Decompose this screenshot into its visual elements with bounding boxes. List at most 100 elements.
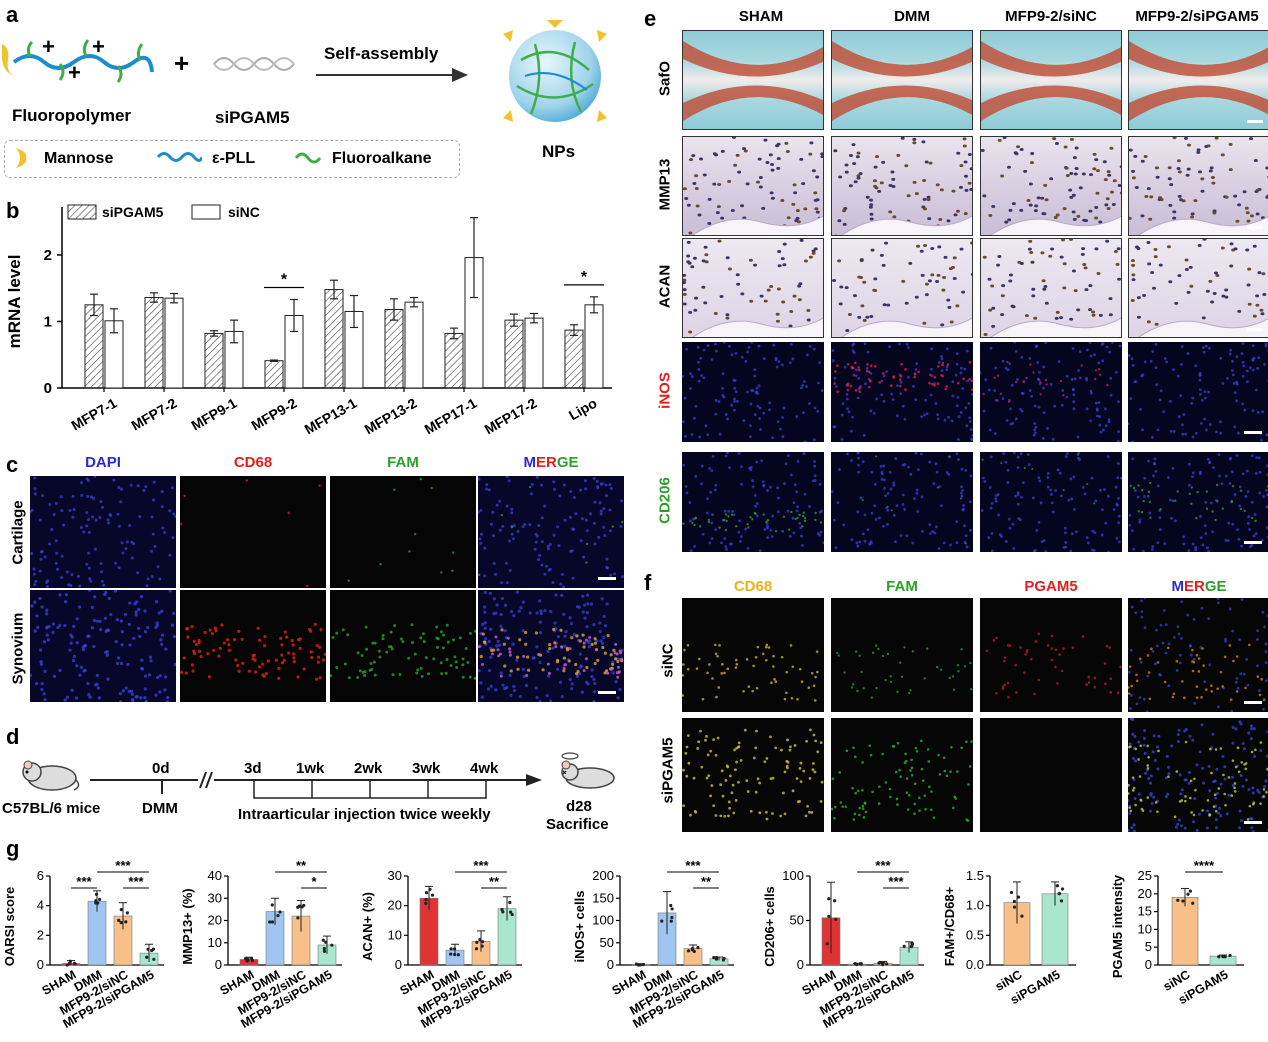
y-tick-label: 1.0	[966, 898, 984, 913]
data-point	[501, 910, 505, 914]
data-point	[509, 910, 513, 914]
nanoparticle-icon	[503, 20, 607, 122]
mannose-icon	[16, 148, 27, 168]
data-point	[449, 947, 453, 951]
significance-label: **	[489, 874, 500, 889]
data-point	[877, 961, 881, 965]
significance-label: ***	[76, 874, 92, 889]
y-tick-label: 200	[592, 868, 614, 883]
legend-epll: ε-PLL	[212, 150, 256, 167]
data-point	[1191, 901, 1195, 905]
panel-e-image-mmp13-3-texture	[981, 137, 1121, 235]
y-tick-label: 100	[782, 868, 804, 883]
y-tick-label: 5	[1145, 939, 1152, 954]
row-label-safo: SafO	[656, 61, 674, 97]
column-label-mfp9-2-sinc: MFP9-2/siNC	[1005, 8, 1097, 25]
data-point	[834, 917, 838, 921]
panel-e-image-acan-1	[682, 238, 824, 338]
panel-e-image-cd206-1-signal	[682, 452, 824, 552]
panel-e-image-inos-2-signal	[831, 342, 973, 442]
legend-fluoroalkane: Fluoroalkane	[332, 150, 432, 167]
panel-e-image-mmp13-4	[1128, 136, 1268, 236]
bar-sinc	[524, 317, 544, 389]
panel-c-image-cartilage-fam-signal	[347, 477, 455, 582]
plus-operator: +	[174, 48, 190, 78]
row-label-cd206: CD206	[656, 477, 674, 524]
panel-e-image-cd206-2-signal	[831, 452, 973, 551]
timepoint-4wk: 4wk	[470, 760, 499, 777]
bar-sipgam5	[264, 360, 284, 389]
bar-sipgam5	[204, 332, 224, 389]
y-tick-label: 20	[388, 898, 402, 913]
significance-label: ****	[1194, 858, 1215, 873]
y-tick-label: 0	[797, 957, 804, 972]
mouse-icon	[22, 760, 80, 791]
data-point	[634, 962, 638, 966]
data-point	[94, 892, 99, 896]
y-axis-label: OARSI score	[2, 887, 17, 966]
bar-sinc	[164, 297, 184, 389]
data-point	[475, 940, 479, 944]
fluoropolymer-illustration	[2, 39, 154, 83]
legend-mannose: Mannose	[44, 150, 114, 167]
data-point	[330, 943, 334, 947]
y-tick-label: 30	[388, 868, 402, 883]
panel-e-image-acan-1-texture	[683, 239, 823, 337]
y-tick-label: 0	[44, 380, 52, 397]
plus-sign: +	[42, 34, 55, 59]
data-point	[474, 947, 479, 951]
x-tick-label: MFP7-2	[128, 395, 179, 434]
panel-e-image-inos-3	[980, 342, 1122, 442]
fluoroalkane-icon	[294, 152, 322, 164]
bar-sipgam5	[144, 297, 164, 389]
data-point	[117, 918, 121, 922]
data-point	[297, 904, 302, 908]
panel-e-image-inos-3-signal	[980, 342, 1122, 442]
data-point	[68, 959, 73, 963]
data-point	[119, 920, 123, 925]
merge-letter: GE	[556, 454, 579, 471]
y-axis-label: ACAN+ (%)	[360, 892, 375, 961]
data-point	[669, 919, 673, 923]
y-tick-label: 100	[592, 913, 614, 928]
panel-e-image-inos-4-signal	[1128, 342, 1268, 442]
panel-e-image-acan-4	[1128, 238, 1268, 338]
x-tick-label: MFP13-2	[362, 395, 420, 438]
y-tick-label: 0	[1145, 957, 1152, 972]
mice-label: C57BL/6 mice	[2, 800, 101, 817]
y-tick-label: 30	[208, 890, 222, 905]
legend-label-sinc: siNC	[228, 204, 260, 220]
panel-f-image-sinc-pgam5-signal	[985, 632, 1122, 699]
y-tick-label: 50	[790, 913, 804, 928]
panel-label-e: e	[644, 6, 657, 31]
scale-bar	[1244, 701, 1262, 704]
merge-letter: M	[1171, 578, 1184, 595]
y-axis-label: FAM+/CD68+	[942, 886, 957, 966]
panel-e-image-mmp13-2	[831, 136, 973, 236]
y-tick-label: 0	[607, 957, 614, 972]
y-tick-label: 10	[388, 927, 402, 942]
panel-c-image-synovium-cd68	[180, 590, 326, 702]
panel-f-image-sipgam5-cd68-signal	[682, 728, 824, 821]
panel-f-image-sinc-fam-signal	[836, 644, 973, 699]
x-tick-label: MFP17-2	[482, 395, 540, 438]
data-point	[1176, 898, 1180, 902]
data-point	[94, 899, 98, 903]
y-tick-label: 150	[592, 890, 614, 905]
row-label-mmp13: MMP13	[656, 158, 674, 211]
row-label-inos: iNOS	[656, 372, 674, 409]
data-point	[245, 957, 249, 961]
panel-e-image-mmp13-2-texture	[833, 137, 972, 235]
panel-e-image-acan-2-texture	[832, 241, 972, 337]
column-label-sham: SHAM	[738, 8, 784, 25]
data-point	[424, 901, 428, 906]
y-tick-label: 10	[208, 935, 222, 950]
data-point	[910, 943, 914, 948]
data-point	[1228, 953, 1232, 958]
column-label-dapi: DAPI	[85, 454, 121, 471]
scale-bar	[1244, 541, 1262, 544]
plus-sign: +	[92, 34, 105, 59]
